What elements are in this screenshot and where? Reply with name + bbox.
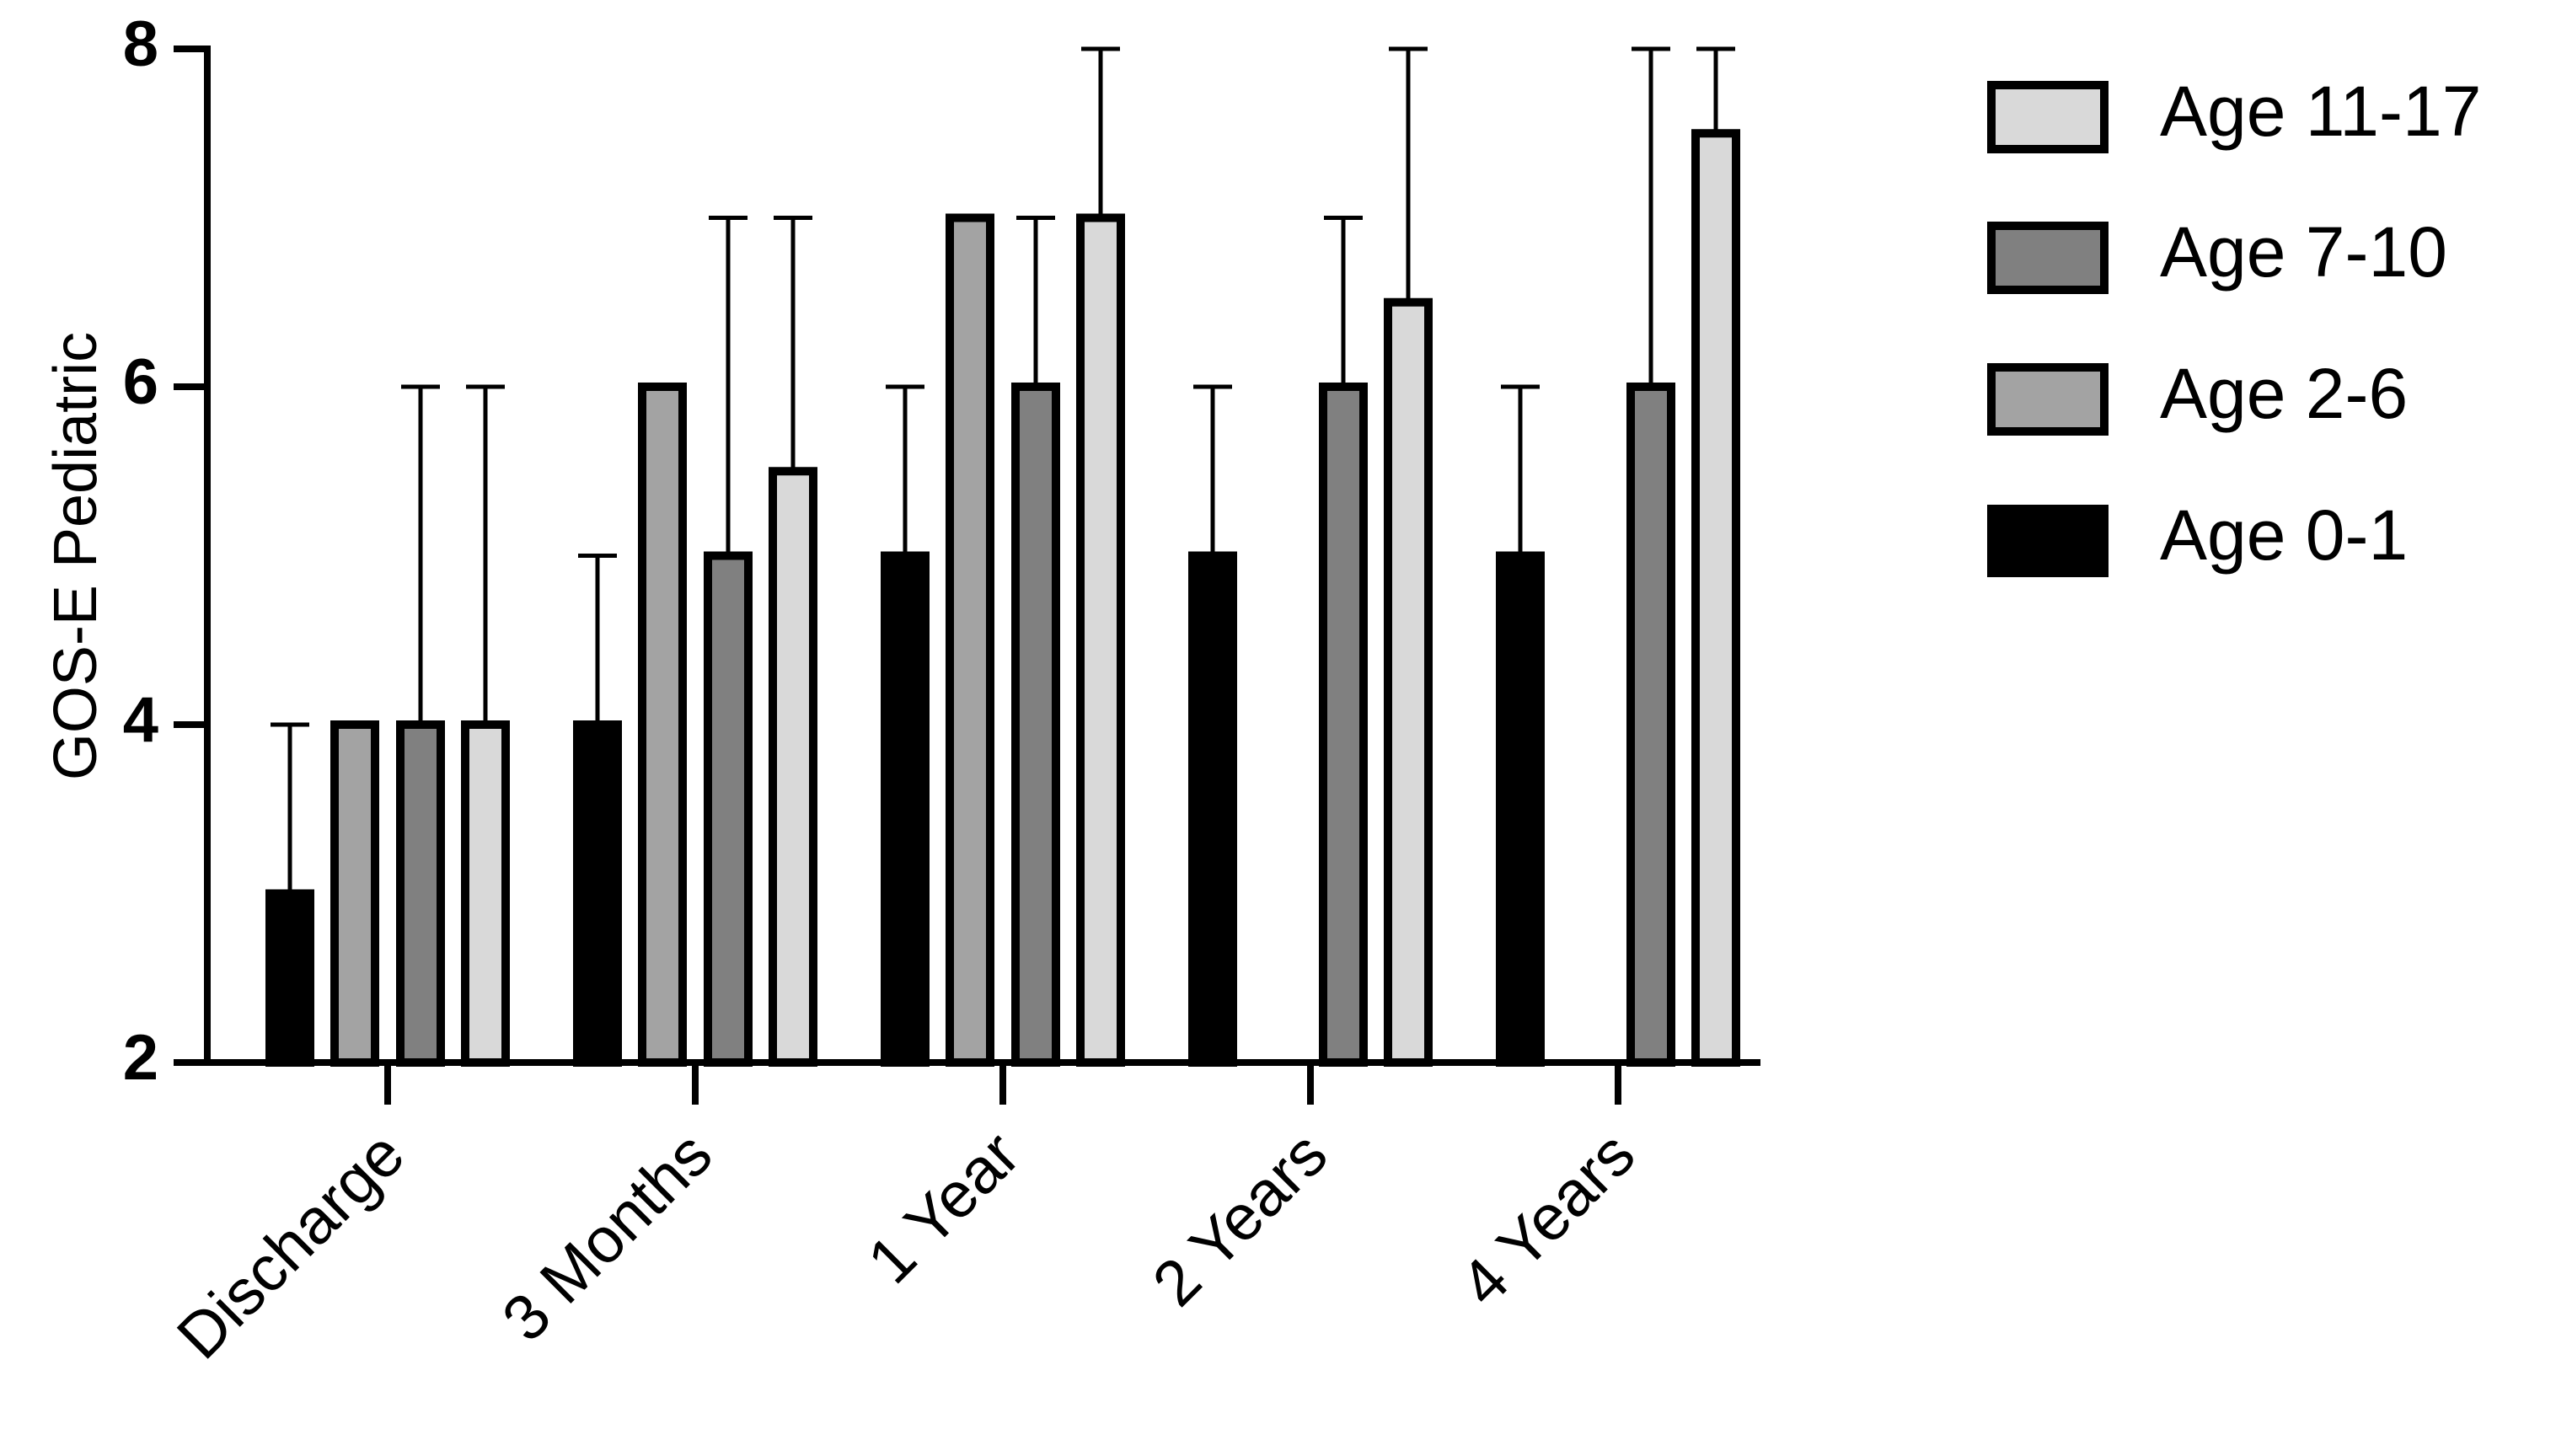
- bar: [1188, 551, 1237, 1067]
- legend-label: Age 11-17: [2160, 72, 2481, 151]
- bar: [1319, 383, 1368, 1067]
- legend-swatch: [1987, 81, 2109, 153]
- bar: [265, 889, 314, 1067]
- bar: [1496, 551, 1545, 1067]
- bar: [1691, 129, 1740, 1067]
- bar: [946, 213, 994, 1067]
- legend-swatch: [1987, 505, 2109, 577]
- bar: [1626, 383, 1675, 1067]
- bar: [881, 551, 930, 1067]
- x-tick-label: 4 Years: [1447, 1118, 1648, 1320]
- y-tick-label: 2: [123, 1022, 158, 1094]
- bar: [1076, 213, 1125, 1067]
- legend-label: Age 2-6: [2160, 354, 2408, 433]
- bar: [704, 551, 753, 1067]
- y-tick-label: 6: [123, 346, 158, 418]
- bar: [1011, 383, 1060, 1067]
- x-tick-label: 1 Year: [855, 1118, 1034, 1298]
- x-tick-label: 3 Months: [489, 1118, 726, 1355]
- y-tick-label: 4: [123, 684, 158, 756]
- legend-label: Age 0-1: [2160, 495, 2408, 575]
- bar: [461, 720, 510, 1067]
- y-tick-label: 8: [123, 8, 158, 80]
- bar: [573, 720, 622, 1067]
- legend-swatch: [1987, 363, 2109, 436]
- legend-swatch: [1987, 222, 2109, 294]
- bar: [330, 720, 379, 1067]
- bar: [396, 720, 445, 1067]
- x-tick-label: Discharge: [163, 1118, 418, 1373]
- bar: [769, 467, 817, 1067]
- y-axis-title: GOS-E Pediatric: [42, 332, 110, 780]
- bar: [1384, 297, 1433, 1067]
- bar: [638, 383, 687, 1067]
- legend-label: Age 7-10: [2160, 212, 2447, 292]
- x-tick-label: 2 Years: [1139, 1118, 1341, 1320]
